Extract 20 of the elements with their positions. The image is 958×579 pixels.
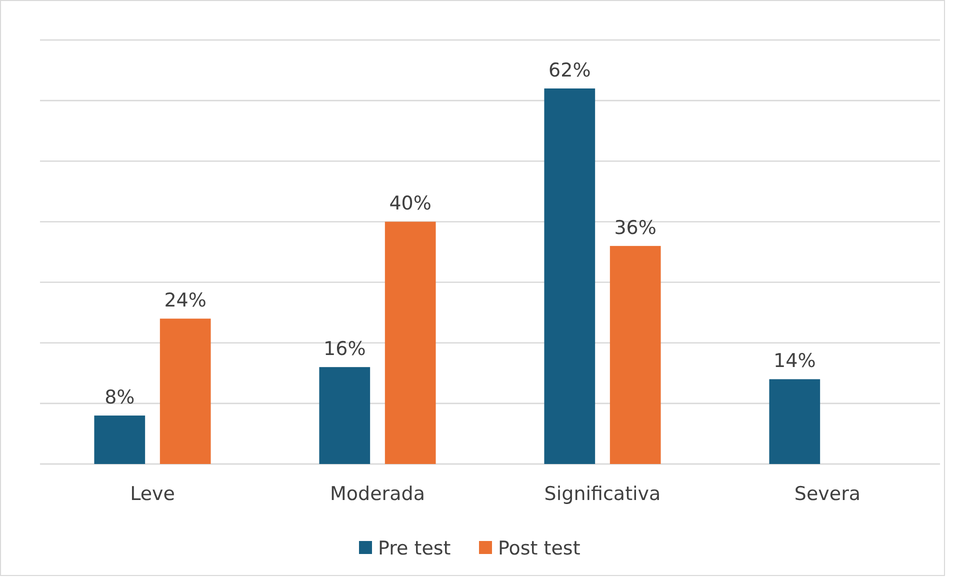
data-label: 36%: [614, 216, 656, 239]
data-label: 24%: [164, 290, 206, 312]
x-tick-label: Moderada: [330, 483, 425, 505]
bar: [769, 379, 820, 464]
bar: [544, 88, 596, 464]
x-tick-label: Leve: [130, 483, 175, 505]
data-label: 16%: [324, 338, 366, 360]
bar: [384, 222, 436, 464]
data-label: 14%: [774, 350, 816, 372]
bar: [319, 367, 370, 464]
bar: [610, 246, 661, 464]
bar: [94, 416, 146, 464]
legend-label: Pre test: [378, 538, 451, 560]
x-tick-label: Significativa: [544, 483, 661, 505]
data-label: 8%: [104, 386, 135, 409]
data-label: 62%: [548, 59, 591, 82]
legend-label: Post test: [498, 538, 580, 560]
x-tick-label: Severa: [794, 483, 861, 505]
data-label: 40%: [389, 192, 432, 215]
bar: [160, 318, 211, 464]
